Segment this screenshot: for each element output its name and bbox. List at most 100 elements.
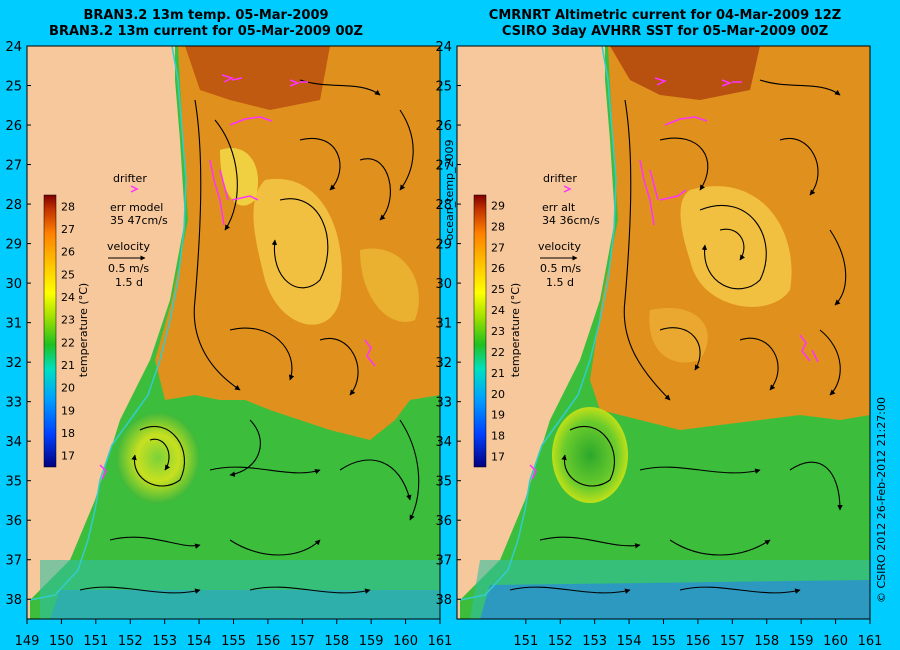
right-colorbar-title: temperature (°C) — [509, 283, 522, 377]
right-streamlines — [509, 79, 847, 594]
lat-tick-label: 30 — [435, 277, 452, 292]
lat-tick-label: 27 — [435, 159, 452, 174]
left-streamlines — [79, 79, 420, 594]
lon-tick-label: 154 — [187, 634, 212, 649]
lon-tick-label: 154 — [617, 634, 642, 649]
lat-tick-label: 31 — [5, 317, 22, 332]
lon-tick-label: 159 — [789, 634, 814, 649]
colorbar-tick-label: 20 — [491, 388, 505, 401]
right-drifter-symbol — [563, 185, 572, 193]
lon-tick-label: 155 — [651, 634, 676, 649]
left-hot-north — [185, 46, 330, 110]
left-title-line1: BRAN3.2 13m temp. 05-Mar-2009 — [83, 8, 328, 23]
colorbar-tick-label: 26 — [61, 246, 75, 259]
lon-tick-label: 152 — [118, 634, 143, 649]
left-coastline — [29, 46, 187, 601]
lat-tick-label: 29 — [435, 238, 452, 253]
lat-tick-label: 32 — [5, 356, 22, 371]
lat-tick-label: 24 — [5, 40, 22, 55]
left-lon-ticks: 149 150 151 152 153 154 155 156 157 158 159 160 161 — [15, 619, 453, 649]
lon-tick-label: 153 — [582, 634, 607, 649]
left-lat-ticks: 24 25 26 27 28 29 30 31 32 33 34 35 36 37 38 — [5, 40, 31, 608]
right-legend: drifter err alt 34 36cm/s velocity 0.5 m… — [473, 172, 600, 468]
lon-tick-label: 157 — [720, 634, 745, 649]
lon-tick-label: 160 — [823, 634, 848, 649]
lon-tick-label: 151 — [513, 634, 538, 649]
left-drifter-label: drifter — [113, 172, 147, 185]
right-lat-ticks: 24 25 26 27 28 29 30 31 32 33 34 35 36 37 38 — [435, 40, 461, 608]
lat-tick-label: 37 — [5, 554, 22, 569]
right-warm-eddy-2 — [649, 308, 708, 363]
left-velocity-duration: 1.5 d — [115, 276, 143, 289]
right-title-line1: CMRNRT Altimetric current for 04-Mar-200… — [489, 8, 841, 23]
credit-text: © CSIRO 2012 26-Feb-2012 21:27:00 — [875, 397, 888, 603]
lat-tick-label: 29 — [5, 238, 22, 253]
colorbar-tick-label: 21 — [61, 359, 75, 372]
right-coastline — [459, 46, 617, 601]
lat-tick-label: 35 — [435, 475, 452, 490]
lat-tick-label: 31 — [435, 317, 452, 332]
left-map-panel — [27, 46, 440, 619]
left-colorbar — [43, 194, 57, 468]
lon-tick-label: 155 — [221, 634, 246, 649]
colorbar-tick-label: 28 — [491, 220, 505, 233]
lat-tick-label: 26 — [435, 119, 452, 134]
colorbar-tick-label: 27 — [491, 241, 505, 254]
colorbar-tick-label: 21 — [491, 367, 505, 380]
lon-tick-label: 151 — [83, 634, 108, 649]
lat-tick-label: 37 — [435, 554, 452, 569]
left-drifters — [99, 74, 376, 480]
right-colorbar-ticks: 17 18 19 20 21 22 23 24 25 26 27 28 29 — [491, 199, 505, 463]
colorbar-tick-label: 24 — [491, 304, 505, 317]
lat-tick-label: 34 — [5, 435, 22, 450]
left-warm-eddy-2 — [220, 148, 259, 206]
lat-tick-label: 36 — [5, 514, 22, 529]
right-colorbar — [473, 194, 487, 468]
lon-tick-label: 161 — [858, 634, 883, 649]
left-colorbar-ticks: 17 18 19 20 21 22 23 24 25 26 27 28 — [61, 200, 75, 462]
right-ocean-blue — [480, 580, 870, 619]
left-velocity-label: velocity — [107, 240, 150, 253]
lat-tick-label: 33 — [5, 396, 22, 411]
lon-tick-label: 152 — [548, 634, 573, 649]
left-drifter-symbol — [130, 185, 139, 193]
right-err-value: 34 36cm/s — [542, 214, 600, 227]
lat-tick-label: 33 — [435, 396, 452, 411]
left-velocity-speed: 0.5 m/s — [108, 262, 149, 275]
lon-tick-label: 160 — [393, 634, 418, 649]
lat-tick-label: 28 — [5, 198, 22, 213]
lat-tick-label: 38 — [5, 593, 22, 608]
colorbar-tick-label: 29 — [491, 199, 505, 212]
colorbar-tick-label: 18 — [491, 430, 505, 443]
left-legend: drifter err model 35 47cm/s velocity 0.5… — [43, 172, 168, 468]
colorbar-tick-label: 25 — [491, 283, 505, 296]
left-err-value: 35 47cm/s — [110, 214, 168, 227]
colorbar-tick-label: 28 — [61, 200, 75, 213]
colorbar-tick-label: 23 — [491, 325, 505, 338]
right-velocity-speed: 0.5 m/s — [540, 262, 581, 275]
colorbar-tick-label: 23 — [61, 314, 75, 327]
right-map-panel — [457, 46, 870, 619]
lat-tick-label: 24 — [435, 40, 452, 55]
lat-tick-label: 32 — [435, 356, 452, 371]
lat-tick-label: 27 — [5, 159, 22, 174]
colorbar-tick-label: 17 — [491, 451, 505, 464]
lon-tick-label: 157 — [290, 634, 315, 649]
right-velocity-label: velocity — [538, 240, 581, 253]
right-drifter-label: drifter — [543, 172, 577, 185]
colorbar-tick-label: 19 — [61, 404, 75, 417]
colorbar-tick-label: 22 — [61, 336, 75, 349]
lat-tick-label: 26 — [5, 119, 22, 134]
lon-tick-label: 161 — [428, 634, 453, 649]
left-err-label: err model — [110, 201, 163, 214]
lon-tick-label: 150 — [49, 634, 74, 649]
colorbar-tick-label: 19 — [491, 409, 505, 422]
lat-tick-label: 34 — [435, 435, 452, 450]
colorbar-tick-label: 24 — [61, 291, 75, 304]
lon-tick-label: 149 — [15, 634, 40, 649]
lon-tick-label: 156 — [686, 634, 711, 649]
colorbar-tick-label: 26 — [491, 262, 505, 275]
left-colorbar-title: temperature (°C) — [77, 283, 90, 377]
